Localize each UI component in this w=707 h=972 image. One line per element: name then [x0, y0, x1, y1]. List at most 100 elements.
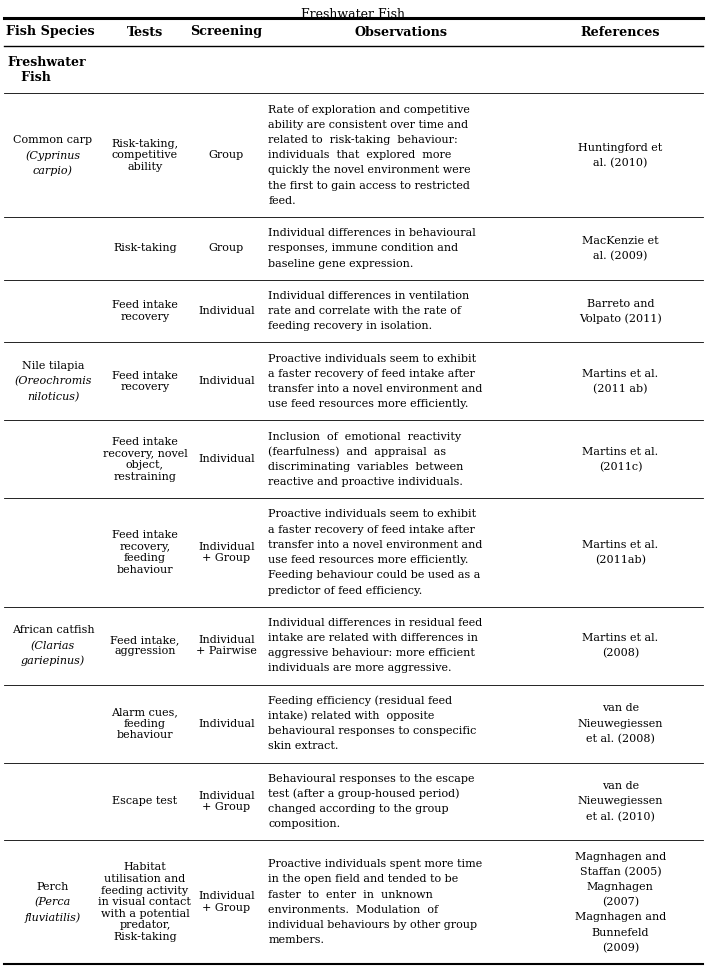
- Text: Behavioural responses to the escape: Behavioural responses to the escape: [268, 774, 474, 783]
- Text: Martins et al.: Martins et al.: [583, 368, 658, 379]
- Text: individual behaviours by other group: individual behaviours by other group: [268, 920, 477, 930]
- Text: predictor of feed efficiency.: predictor of feed efficiency.: [268, 585, 422, 596]
- Text: Nieuwegiessen: Nieuwegiessen: [578, 796, 663, 807]
- Text: Group: Group: [209, 151, 244, 160]
- Text: in the open field and tended to be: in the open field and tended to be: [268, 875, 458, 885]
- Text: Screening: Screening: [190, 25, 262, 39]
- Text: Risk-taking,
competitive
ability: Risk-taking, competitive ability: [112, 139, 178, 172]
- Text: (Cyprinus: (Cyprinus: [25, 150, 81, 160]
- Text: Volpato (2011): Volpato (2011): [579, 313, 662, 324]
- Text: Nile tilapia: Nile tilapia: [22, 362, 84, 371]
- Text: References: References: [580, 25, 660, 39]
- Text: Individual differences in ventilation: Individual differences in ventilation: [268, 291, 469, 301]
- Text: intake are related with differences in: intake are related with differences in: [268, 633, 478, 643]
- Text: Feed intake
recovery, novel
object,
restraining: Feed intake recovery, novel object, rest…: [103, 437, 187, 482]
- Text: test (after a group-housed period): test (after a group-housed period): [268, 788, 460, 799]
- Text: Individual
+ Group: Individual + Group: [198, 790, 255, 813]
- Text: use feed resources more efficiently.: use feed resources more efficiently.: [268, 399, 469, 409]
- Text: Feeding efficiency (residual feed: Feeding efficiency (residual feed: [268, 695, 452, 706]
- Text: Perch: Perch: [37, 882, 69, 892]
- Text: members.: members.: [268, 935, 324, 945]
- Text: niloticus): niloticus): [27, 392, 79, 401]
- Text: feed.: feed.: [268, 196, 296, 206]
- Text: Alarm cues,
feeding
behaviour: Alarm cues, feeding behaviour: [112, 707, 178, 740]
- Text: environments.  Modulation  of: environments. Modulation of: [268, 905, 438, 915]
- Text: Freshwater Fish: Freshwater Fish: [301, 8, 405, 21]
- Text: Proactive individuals seem to exhibit: Proactive individuals seem to exhibit: [268, 509, 477, 519]
- Text: Individual: Individual: [198, 454, 255, 465]
- Text: changed according to the group: changed according to the group: [268, 804, 449, 815]
- Text: Individual: Individual: [198, 306, 255, 316]
- Text: a faster recovery of feed intake after: a faster recovery of feed intake after: [268, 368, 475, 379]
- Text: MacKenzie et: MacKenzie et: [582, 236, 659, 246]
- Text: Martins et al.: Martins et al.: [583, 539, 658, 550]
- Text: Inclusion  of  emotional  reactivity: Inclusion of emotional reactivity: [268, 432, 461, 441]
- Text: Proactive individuals spent more time: Proactive individuals spent more time: [268, 859, 482, 869]
- Text: (2008): (2008): [602, 648, 639, 658]
- Text: aggressive behaviour: more efficient: aggressive behaviour: more efficient: [268, 648, 475, 658]
- Text: (fearfulness)  and  appraisal  as: (fearfulness) and appraisal as: [268, 446, 446, 457]
- Text: fluviatilis): fluviatilis): [25, 912, 81, 922]
- Text: Feed intake
recovery,
feeding
behaviour: Feed intake recovery, feeding behaviour: [112, 530, 178, 574]
- Text: behavioural responses to conspecific: behavioural responses to conspecific: [268, 726, 477, 736]
- Text: (2011 ab): (2011 ab): [593, 384, 648, 395]
- Text: (2007): (2007): [602, 897, 639, 908]
- Text: Bunnefeld: Bunnefeld: [592, 927, 649, 938]
- Text: Barreto and: Barreto and: [587, 298, 654, 308]
- Text: Rate of exploration and competitive: Rate of exploration and competitive: [268, 105, 470, 115]
- Text: Group: Group: [209, 243, 244, 254]
- Text: transfer into a novel environment and: transfer into a novel environment and: [268, 539, 482, 550]
- Text: Feed intake,
aggression: Feed intake, aggression: [110, 635, 180, 656]
- Text: Staffan (2005): Staffan (2005): [580, 867, 661, 877]
- Text: Magnhagen: Magnhagen: [587, 882, 654, 892]
- Text: Individual: Individual: [198, 718, 255, 729]
- Text: reactive and proactive individuals.: reactive and proactive individuals.: [268, 477, 463, 487]
- Text: al. (2009): al. (2009): [593, 251, 648, 261]
- Text: Escape test: Escape test: [112, 796, 177, 807]
- Text: Tests: Tests: [127, 25, 163, 39]
- Text: Risk-taking: Risk-taking: [113, 243, 177, 254]
- Text: Huntingford et: Huntingford et: [578, 143, 662, 153]
- Text: (Oreochromis: (Oreochromis: [14, 376, 92, 387]
- Text: Feeding behaviour could be used as a: Feeding behaviour could be used as a: [268, 571, 481, 580]
- Text: responses, immune condition and: responses, immune condition and: [268, 243, 458, 254]
- Text: (Clarias: (Clarias: [31, 641, 75, 651]
- Text: Individual
+ Pairwise: Individual + Pairwise: [196, 635, 257, 656]
- Text: baseline gene expression.: baseline gene expression.: [268, 259, 414, 268]
- Text: Individual
+ Group: Individual + Group: [198, 541, 255, 564]
- Text: et al. (2008): et al. (2008): [586, 734, 655, 744]
- Text: Habitat
utilisation and
feeding activity
in visual contact
with a potential
pred: Habitat utilisation and feeding activity…: [98, 862, 192, 942]
- Text: (2011ab): (2011ab): [595, 555, 646, 566]
- Text: (2011c): (2011c): [599, 462, 642, 472]
- Text: ability are consistent over time and: ability are consistent over time and: [268, 120, 468, 130]
- Text: Individual differences in behavioural: Individual differences in behavioural: [268, 228, 476, 238]
- Text: Individual
+ Group: Individual + Group: [198, 891, 255, 913]
- Text: Magnhagen and: Magnhagen and: [575, 851, 666, 861]
- Text: Feed intake
recovery: Feed intake recovery: [112, 370, 178, 393]
- Text: van de: van de: [602, 781, 639, 791]
- Text: al. (2010): al. (2010): [593, 157, 648, 168]
- Text: Individual differences in residual feed: Individual differences in residual feed: [268, 618, 482, 628]
- Text: skin extract.: skin extract.: [268, 742, 339, 751]
- Text: intake) related with  opposite: intake) related with opposite: [268, 711, 435, 721]
- Text: quickly the novel environment were: quickly the novel environment were: [268, 165, 471, 176]
- Text: Proactive individuals seem to exhibit: Proactive individuals seem to exhibit: [268, 354, 477, 364]
- Text: use feed resources more efficiently.: use feed resources more efficiently.: [268, 555, 469, 565]
- Text: et al. (2010): et al. (2010): [586, 812, 655, 822]
- Text: carpio): carpio): [33, 165, 73, 176]
- Text: (Perca: (Perca: [35, 897, 71, 908]
- Text: Freshwater
   Fish: Freshwater Fish: [8, 55, 86, 84]
- Text: van de: van de: [602, 704, 639, 713]
- Text: African catfish: African catfish: [12, 625, 94, 636]
- Text: individuals  that  explored  more: individuals that explored more: [268, 151, 452, 160]
- Text: related to  risk-taking  behaviour:: related to risk-taking behaviour:: [268, 135, 458, 145]
- Text: Feed intake
recovery: Feed intake recovery: [112, 300, 178, 322]
- Text: discriminating  variables  between: discriminating variables between: [268, 462, 464, 472]
- Text: transfer into a novel environment and: transfer into a novel environment and: [268, 384, 482, 394]
- Text: feeding recovery in isolation.: feeding recovery in isolation.: [268, 322, 432, 331]
- Text: Nieuwegiessen: Nieuwegiessen: [578, 718, 663, 729]
- Text: gariepinus): gariepinus): [21, 655, 85, 666]
- Text: Common carp: Common carp: [13, 135, 93, 145]
- Text: a faster recovery of feed intake after: a faster recovery of feed intake after: [268, 525, 475, 535]
- Text: rate and correlate with the rate of: rate and correlate with the rate of: [268, 306, 461, 316]
